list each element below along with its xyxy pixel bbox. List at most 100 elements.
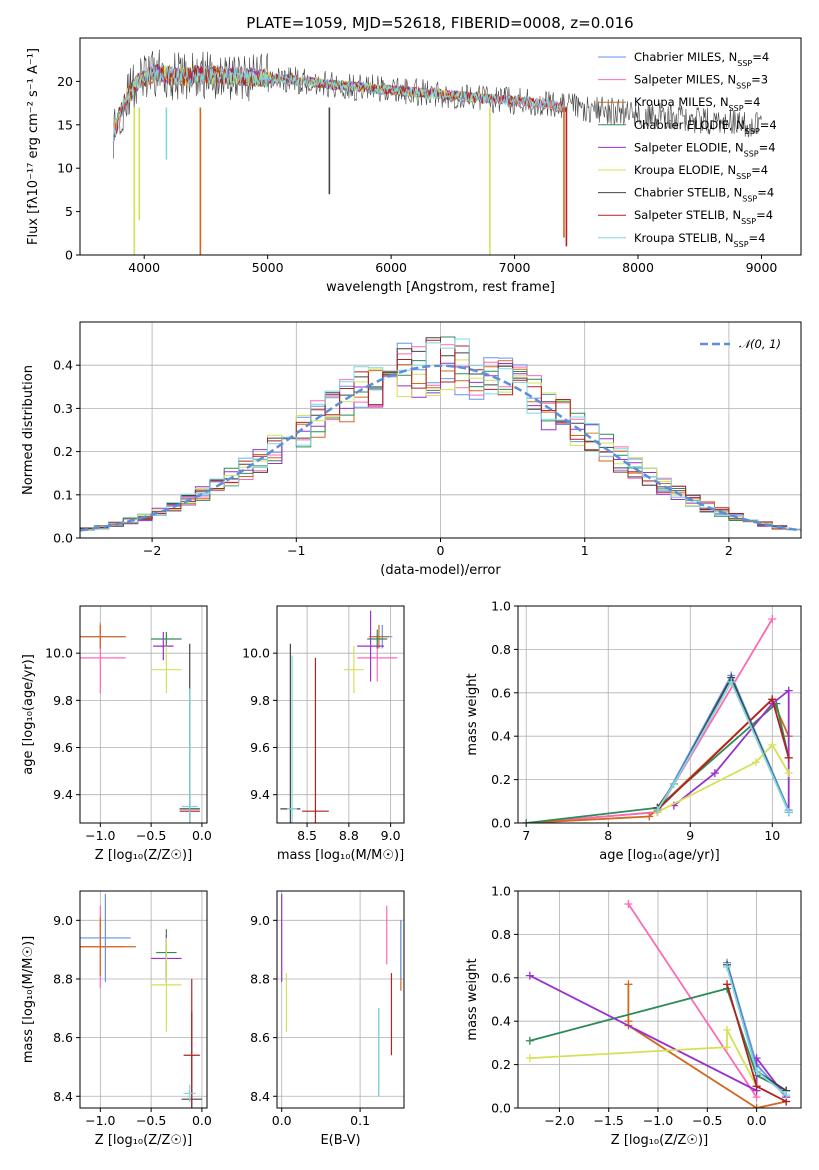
error-bars (280, 610, 398, 823)
y-tick-label: 0.8 (491, 927, 511, 942)
spectrum-lines (112, 49, 762, 255)
x-tick-label: 0.0 (747, 1113, 767, 1128)
y-tick-label: 8.6 (250, 1030, 270, 1045)
x-tick-label: 8.8 (339, 828, 359, 843)
y-tick-label: 9.8 (53, 693, 73, 708)
x-tick-label: −1.0 (85, 828, 115, 843)
y-axis-label: mass weight (465, 958, 480, 1040)
marker-1-2 (768, 615, 777, 624)
x-tick-label: 7000 (499, 260, 531, 275)
y-tick-label: 9.6 (250, 740, 270, 755)
marker-1-0 (624, 900, 633, 909)
axes-frame (79, 605, 208, 824)
x-axis-label: Z [log₁₀(Z/Z☉)] (95, 1133, 192, 1148)
mass-weight-series-5 (529, 1029, 758, 1087)
x-tick-label: 0.0 (192, 1113, 212, 1128)
x-tick-label: 9.0 (381, 828, 401, 843)
legend-label-7: Salpeter STELIB, NSSP=4 (634, 208, 773, 226)
marker-8-1 (669, 779, 678, 788)
y-tick-label: 8.8 (250, 971, 270, 986)
chart-title: PLATE=1059, MJD=52618, FIBERID=0008, z=0… (246, 14, 633, 32)
error-bars (281, 893, 402, 1097)
y-tick-label: 9.0 (53, 913, 73, 928)
marker-7-2 (784, 753, 793, 762)
y-tick-label: 0.0 (53, 531, 73, 546)
y-tick-label: 8.8 (53, 971, 73, 986)
y-tick-label: 8.6 (53, 1030, 73, 1045)
y-tick-label: 1.0 (491, 599, 511, 614)
axes-frame (517, 605, 802, 824)
y-tick-label: 0.8 (491, 642, 511, 657)
x-tick-label: −1.0 (85, 1113, 115, 1128)
legend-label-3: Chabrier ELODIE, NSSP=4 (634, 118, 777, 136)
x-tick-label: 8000 (622, 260, 654, 275)
x-tick-label: 2 (725, 543, 733, 558)
marker-4-2 (752, 1054, 761, 1063)
y-tick-label: 10 (57, 161, 73, 176)
y-tick-label: 0.1 (53, 487, 73, 502)
x-axis-label: Z [log₁₀(Z/Z☉)] (611, 1133, 708, 1148)
y-tick-label: 9.4 (53, 787, 73, 802)
x-tick-label: −1.0 (643, 1113, 673, 1128)
y-tick-label: 0.0 (491, 1101, 511, 1116)
x-tick-label: 0.1 (350, 1113, 370, 1128)
x-tick-label: 8 (604, 828, 612, 843)
age-vs-mass-panel: 8.5 8.8 9.0 9.4 9.6 9.8 10.0 mass [log₁₀(M/M☉)] (242, 605, 405, 863)
y-tick-label: 0.2 (53, 444, 73, 459)
y-tick-label: 9.0 (250, 913, 270, 928)
legend-label-4: Salpeter ELODIE, NSSP=4 (634, 140, 776, 158)
marker-8-3 (784, 808, 793, 817)
x-axis-label: age [log₁₀(age/yr)] (599, 848, 720, 863)
marker-5-0 (525, 1054, 534, 1063)
x-axis-label: wavelength [Angstrom, rest frame] (326, 280, 555, 295)
legend-label-8: Kroupa STELIB, NSSP=4 (634, 231, 765, 249)
marker-3-0 (522, 819, 531, 823)
y-axis-label: Normed distribution (21, 365, 36, 495)
marker-3-0 (525, 1036, 534, 1045)
mass-weight-series-7 (656, 697, 790, 811)
y-tick-label: 9.4 (250, 787, 270, 802)
y-tick-label: 0.4 (491, 729, 511, 744)
y-tick-label: 8.4 (53, 1089, 73, 1104)
legend-label-5: Kroupa ELODIE, NSSP=4 (634, 163, 768, 181)
marker-8-1 (752, 1067, 761, 1076)
marker-8-2 (782, 1090, 791, 1099)
marker-5-3 (784, 769, 793, 778)
x-axis-label: mass [log₁₀(M/M☉)] (277, 848, 404, 863)
x-tick-label: −0.5 (136, 828, 166, 843)
x-tick-label: 0.0 (192, 828, 212, 843)
axes-frame (276, 890, 405, 1109)
x-axis-label: Z [log₁₀(Z/Z☉)] (95, 848, 192, 863)
x-tick-label: −2.0 (544, 1113, 574, 1128)
residuals-panel: −2 −1 0 1 2 0.0 0.1 0.2 0.3 0.4 (data-model)/error… (21, 321, 802, 578)
y-tick-label: 0.6 (491, 685, 511, 700)
legend-label-normal: 𝒩(0, 1) (739, 337, 781, 351)
mass-weight-series-8 (656, 679, 790, 813)
spectrum-series-8 (112, 65, 565, 143)
x-tick-label: 10 (764, 828, 780, 843)
marker-5-2 (768, 740, 777, 749)
y-tick-label: 0.2 (491, 1057, 511, 1072)
x-tick-label: 5000 (252, 260, 284, 275)
error-bars (80, 622, 200, 823)
legend-label-1: Salpeter MILES, NSSP=3 (634, 73, 768, 91)
marker-8-2 (727, 677, 736, 686)
marker-4-1 (710, 769, 719, 778)
marker-8-0 (653, 805, 662, 814)
spectrum-series-6 (113, 49, 762, 159)
age-vs-metallicity-panel: −1.0 −0.5 0.0 9.4 9.6 9.8 10.0 Z [log₁₀(Z/Z☉)] a… (21, 605, 212, 863)
marker-2-1 (645, 812, 654, 821)
y-axis-label: mass [log₁₀(M/M☉)] (21, 936, 36, 1063)
mass-vs-ebv-panel: 0.0 0.1 8.4 8.6 8.8 9.0 E(B-V) (250, 890, 405, 1148)
x-tick-label: −0.5 (692, 1113, 722, 1128)
marker-7-1 (752, 1082, 761, 1091)
y-tick-label: 0 (65, 248, 73, 263)
y-tick-label: 0.6 (491, 970, 511, 985)
y-tick-label: 10.0 (45, 646, 73, 661)
axes-frame (517, 890, 802, 1109)
axes-frame (79, 890, 208, 1109)
mass-weight-series-3 (526, 701, 790, 823)
x-tick-label: 8.5 (297, 828, 317, 843)
error-bars (80, 893, 202, 1108)
x-tick-label: −2 (143, 543, 161, 558)
